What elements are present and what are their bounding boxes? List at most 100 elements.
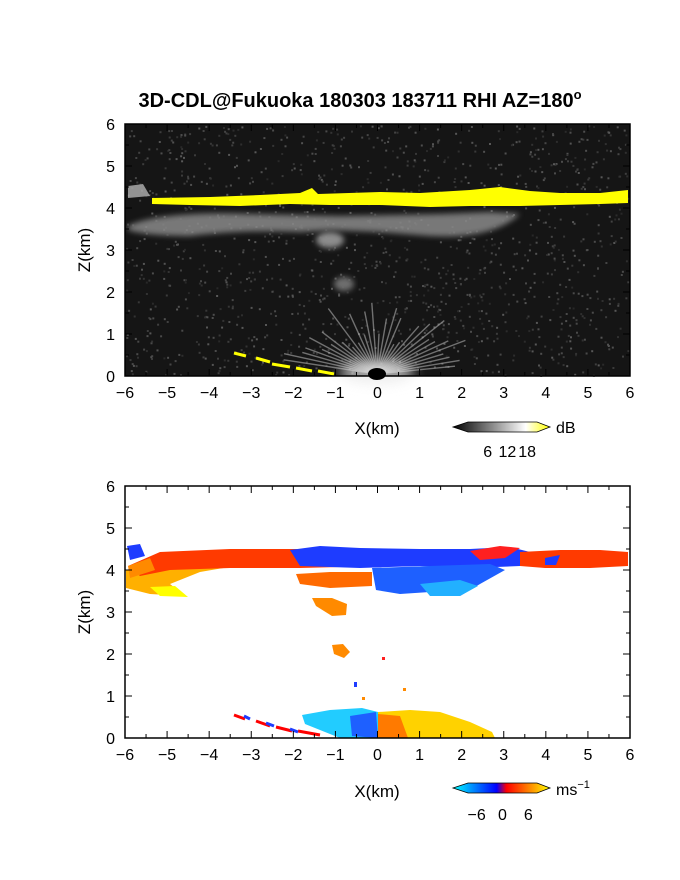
reflectivity-noise-speck (405, 191, 408, 194)
reflectivity-noise-speck (617, 302, 620, 305)
reflectivity-noise-speck (128, 309, 131, 312)
reflectivity-noise-speck (627, 281, 630, 284)
reflectivity-noise-speck (355, 234, 358, 237)
reflectivity-noise-speck (298, 333, 301, 336)
reflectivity-noise-speck (168, 130, 171, 133)
reflectivity-noise-speck (466, 249, 469, 252)
reflectivity-noise-speck (337, 206, 340, 209)
reflectivity-noise-speck (405, 259, 408, 262)
reflectivity-noise-speck (519, 174, 522, 177)
reflectivity-noise-speck (227, 128, 230, 131)
reflectivity-noise-speck (298, 365, 301, 367)
reflectivity-noise-speck (609, 150, 612, 153)
reflectivity-noise-speck (300, 173, 303, 176)
reflectivity-noise-speck (204, 357, 207, 360)
reflectivity-noise-speck (336, 133, 339, 136)
reflectivity-noise-speck (312, 275, 315, 278)
reflectivity-noise-speck (535, 241, 538, 244)
reflectivity-noise-speck (438, 308, 440, 311)
reflectivity-noise-speck (459, 319, 462, 322)
reflectivity-noise-speck (529, 223, 532, 226)
reflectivity-noise-speck (377, 330, 380, 333)
reflectivity-noise-speck (184, 207, 187, 210)
reflectivity-noise-speck (312, 208, 315, 211)
reflectivity-streak-upper (316, 232, 344, 248)
reflectivity-noise-speck (595, 327, 598, 330)
reflectivity-noise-speck (405, 211, 407, 214)
reflectivity-noise-speck (139, 199, 142, 202)
reflectivity-noise-speck (217, 357, 219, 360)
reflectivity-noise-speck (298, 345, 301, 348)
reflectivity-noise-speck (583, 168, 586, 171)
reflectivity-noise-speck (431, 145, 434, 148)
reflectivity-colorbar-body (451, 421, 552, 433)
reflectivity-noise-speck (157, 323, 160, 326)
reflectivity-noise-speck (314, 153, 317, 155)
reflectivity-noise-speck (433, 316, 436, 318)
reflectivity-noise-speck (204, 316, 207, 319)
reflectivity-noise-speck (212, 336, 215, 339)
reflectivity-noise-speck (531, 372, 534, 375)
reflectivity-noise-speck (600, 176, 603, 179)
reflectivity-noise-speck (282, 257, 284, 260)
reflectivity-noise-speck (337, 254, 340, 257)
reflectivity-noise-speck (330, 168, 333, 171)
reflectivity-noise-speck (454, 178, 457, 180)
reflectivity-noise-speck (198, 294, 201, 297)
reflectivity-noise-speck (553, 259, 556, 262)
reflectivity-noise-speck (580, 240, 583, 243)
reflectivity-noise-speck (168, 267, 171, 270)
reflectivity-noise-speck (541, 171, 544, 174)
reflectivity-noise-speck (415, 152, 417, 155)
reflectivity-noise-speck (366, 134, 369, 137)
reflectivity-noise-speck (460, 283, 462, 286)
reflectivity-noise-speck (287, 352, 289, 355)
reflectivity-noise-speck (502, 313, 505, 316)
reflectivity-y-tick-labels: 0 1 2 3 4 5 6 (106, 117, 115, 386)
reflectivity-noise-speck (599, 188, 602, 191)
reflectivity-noise-speck (515, 141, 518, 144)
reflectivity-noise-speck (394, 319, 397, 322)
reflectivity-noise-speck (218, 151, 221, 154)
reflectivity-noise-speck (170, 181, 173, 184)
reflectivity-cloud-base-band (152, 187, 628, 207)
reflectivity-noise-speck (164, 167, 167, 170)
reflectivity-noise-speck (561, 257, 564, 260)
reflectivity-noise-speck (547, 253, 550, 256)
reflectivity-noise-speck (531, 155, 534, 158)
reflectivity-noise-speck (396, 156, 399, 159)
reflectivity-noise-speck (567, 160, 569, 163)
reflectivity-noise-speck (608, 348, 611, 351)
reflectivity-noise-speck (187, 175, 189, 178)
reflectivity-noise-speck (424, 283, 427, 286)
reflectivity-noise-speck (245, 345, 248, 348)
reflectivity-noise-speck (206, 326, 208, 329)
reflectivity-noise-speck (552, 358, 555, 361)
reflectivity-noise-speck (420, 261, 423, 264)
reflectivity-y-tick-label: 3 (106, 243, 115, 260)
reflectivity-noise-speck (594, 363, 597, 366)
reflectivity-noise-speck (597, 254, 600, 257)
reflectivity-noise-speck (331, 152, 334, 154)
reflectivity-noise-speck (163, 318, 166, 321)
reflectivity-noise-speck (127, 223, 129, 226)
reflectivity-noise-speck (278, 263, 281, 266)
reflectivity-noise-speck (136, 353, 139, 356)
reflectivity-noise-speck (512, 237, 515, 240)
reflectivity-noise-speck (332, 144, 335, 147)
reflectivity-noise-speck (382, 300, 385, 303)
reflectivity-noise-speck (278, 236, 281, 239)
reflectivity-noise-speck (619, 148, 622, 151)
reflectivity-noise-speck (320, 275, 323, 278)
reflectivity-noise-speck (504, 152, 507, 155)
reflectivity-noise-speck (396, 131, 399, 134)
reflectivity-noise-speck (588, 125, 591, 128)
velocity-near-field-receding-core (378, 714, 408, 738)
reflectivity-noise-speck (189, 133, 192, 136)
reflectivity-noise-speck (131, 259, 134, 261)
reflectivity-noise-speck (475, 357, 478, 360)
reflectivity-noise-speck (251, 369, 254, 372)
reflectivity-noise-speck (550, 164, 553, 167)
reflectivity-noise-speck (557, 248, 560, 251)
reflectivity-noise-speck (462, 163, 465, 166)
